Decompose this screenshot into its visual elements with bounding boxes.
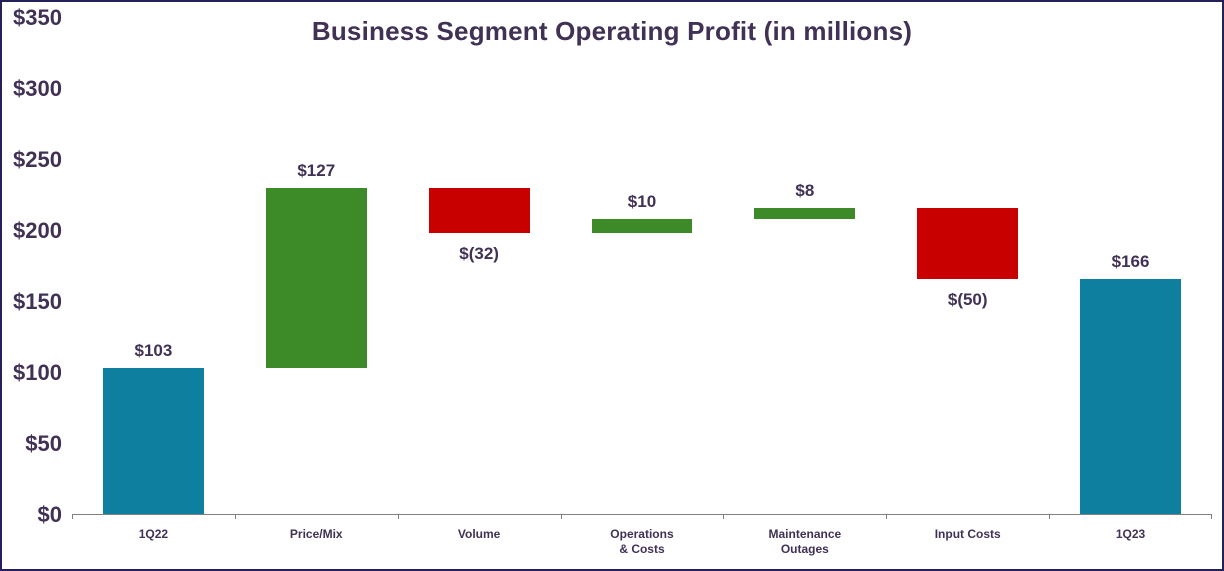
waterfall-bar-decrease: [428, 188, 530, 234]
x-axis-tick: [560, 514, 562, 519]
y-axis-tick-label: $250: [13, 147, 62, 172]
bar-slot: $(32): [398, 18, 561, 514]
bar-slot: $8: [723, 18, 886, 514]
x-axis-category-label: 1Q22: [138, 527, 169, 541]
x-axis-category-label: Operations & Costs: [610, 527, 674, 556]
waterfall-bar-decrease: [917, 207, 1019, 279]
plot-area: $103 $127 $(32) $10 $8 $(50) $166: [72, 18, 1212, 519]
x-axis-tick: [886, 514, 888, 519]
x-axis-category-label: Volume: [457, 527, 501, 541]
bar-slot: $10: [561, 18, 724, 514]
y-axis: $0 $50 $100 $150 $200 $250 $300 $350: [2, 5, 64, 527]
bar-slot: $127: [235, 18, 398, 514]
x-axis-tick: [1049, 514, 1051, 519]
x-axis-tick: [234, 514, 236, 519]
x-axis-category-label: Input Costs: [934, 527, 1001, 541]
y-axis-tick-label: $100: [13, 360, 62, 385]
bar-value-label: $103: [134, 341, 173, 361]
x-axis-tick: [72, 514, 73, 519]
waterfall-bar-increase: [754, 207, 856, 220]
y-axis-tick-label: $200: [13, 218, 62, 243]
bar-slot: $(50): [886, 18, 1049, 514]
y-axis-tick-label: $50: [25, 431, 62, 456]
waterfall-bar-increase: [265, 188, 367, 369]
bar-value-label: $166: [1111, 251, 1150, 271]
x-axis-tick: [723, 514, 725, 519]
y-axis-tick-label: $0: [37, 502, 62, 527]
x-axis-tick: [1211, 514, 1212, 519]
y-axis-tick-label: $350: [13, 5, 62, 30]
bar-value-label: $127: [297, 161, 336, 181]
bar-value-label: $(50): [947, 289, 988, 309]
bar-value-label: $10: [627, 192, 657, 212]
x-axis-tick: [397, 514, 399, 519]
waterfall-bar-increase: [591, 219, 693, 234]
bar-value-label: $(32): [459, 244, 499, 264]
bar-slot: $166: [1049, 18, 1212, 514]
waterfall-bar-total: [102, 368, 204, 514]
y-axis-tick-label: $300: [13, 76, 62, 101]
x-axis-category-label: Price/Mix: [289, 527, 343, 541]
x-axis-category-label: 1Q23: [1115, 527, 1146, 541]
chart-title: Business Segment Operating Profit (in mi…: [311, 16, 913, 46]
x-axis-labels: 1Q22 Price/Mix Volume Operations & Costs Mai…: [72, 527, 1212, 567]
bar-value-label: $8: [795, 180, 815, 200]
bar-slot: $103: [72, 18, 235, 514]
x-axis-category-label: Maintenance Outages: [768, 527, 842, 556]
y-axis-tick-label: $150: [13, 289, 62, 314]
waterfall-bar-total: [1080, 278, 1182, 514]
